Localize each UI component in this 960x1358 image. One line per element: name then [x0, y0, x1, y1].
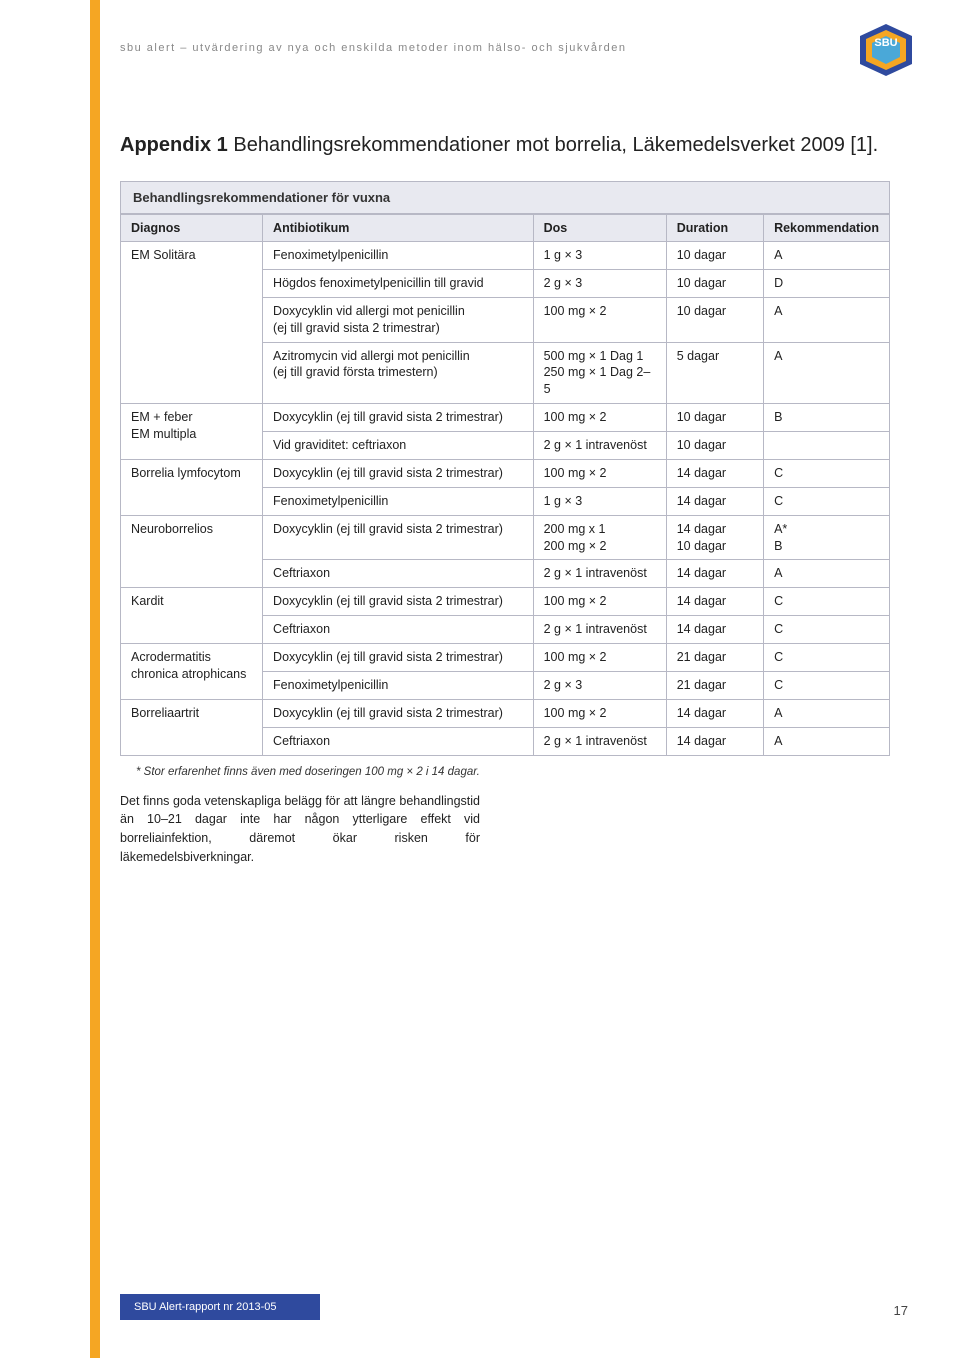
title-prefix: Appendix 1	[120, 134, 233, 156]
cell-dos: 500 mg × 1 Dag 1250 mg × 1 Dag 2–5	[533, 342, 666, 404]
cell-duration: 10 dagar	[666, 242, 763, 270]
cell-dos: 2 g × 1 intravenöst	[533, 616, 666, 644]
cell-rekommendation	[764, 432, 890, 460]
svg-text:SBU: SBU	[874, 37, 897, 49]
cell-dos: 2 g × 1 intravenöst	[533, 432, 666, 460]
cell-rekommendation: C	[764, 616, 890, 644]
cell-duration: 21 dagar	[666, 644, 763, 672]
cell-rekommendation: A*B	[764, 515, 890, 560]
col-duration: Duration	[666, 215, 763, 242]
cell-dos: 2 g × 1 intravenöst	[533, 560, 666, 588]
table-row: Borrelia lymfocytomDoxycyklin (ej till g…	[121, 459, 890, 487]
cell-antibiotikum: Azitromycin vid allergi mot penicillin(e…	[263, 342, 534, 404]
header-tagline: sbu alert – utvärdering av nya och enski…	[120, 42, 627, 54]
footer-text: SBU Alert-rapport nr 2013-05	[134, 1301, 276, 1313]
cell-dos: 100 mg × 2	[533, 404, 666, 432]
cell-antibiotikum: Doxycyklin (ej till gravid sista 2 trime…	[263, 644, 534, 672]
cell-diagnos: Neuroborrelios	[121, 515, 263, 588]
cell-antibiotikum: Doxycyklin (ej till gravid sista 2 trime…	[263, 404, 534, 432]
cell-duration: 14 dagar	[666, 699, 763, 727]
col-diagnos: Diagnos	[121, 215, 263, 242]
title-rest: Behandlingsrekommendationer mot borrelia…	[233, 134, 878, 156]
cell-duration: 10 dagar	[666, 432, 763, 460]
cell-rekommendation: C	[764, 644, 890, 672]
cell-antibiotikum: Doxycyklin (ej till gravid sista 2 trime…	[263, 515, 534, 560]
cell-dos: 2 g × 3	[533, 269, 666, 297]
cell-diagnos: Borreliaartrit	[121, 699, 263, 755]
cell-antibiotikum: Fenoximetylpenicillin	[263, 671, 534, 699]
sbu-logo: SBU	[860, 24, 912, 82]
table-row: KarditDoxycyklin (ej till gravid sista 2…	[121, 588, 890, 616]
cell-duration: 14 dagar	[666, 560, 763, 588]
cell-rekommendation: C	[764, 487, 890, 515]
cell-rekommendation: A	[764, 242, 890, 270]
appendix-title: Appendix 1 Behandlingsrekommendationer m…	[120, 132, 890, 159]
cell-antibiotikum: Fenoximetylpenicillin	[263, 487, 534, 515]
cell-antibiotikum: Doxycyklin (ej till gravid sista 2 trime…	[263, 588, 534, 616]
cell-antibiotikum: Ceftriaxon	[263, 616, 534, 644]
cell-rekommendation: B	[764, 404, 890, 432]
cell-duration: 14 dagar	[666, 588, 763, 616]
col-rekommendation: Rekommendation	[764, 215, 890, 242]
cell-dos: 100 mg × 2	[533, 644, 666, 672]
cell-duration: 5 dagar	[666, 342, 763, 404]
table-header-row: Diagnos Antibiotikum Dos Duration Rekomm…	[121, 215, 890, 242]
col-dos: Dos	[533, 215, 666, 242]
cell-rekommendation: C	[764, 588, 890, 616]
treatment-table: Diagnos Antibiotikum Dos Duration Rekomm…	[120, 214, 890, 756]
cell-dos: 100 mg × 2	[533, 699, 666, 727]
cell-duration: 21 dagar	[666, 671, 763, 699]
cell-dos: 100 mg × 2	[533, 588, 666, 616]
cell-dos: 2 g × 3	[533, 671, 666, 699]
cell-rekommendation: A	[764, 297, 890, 342]
cell-duration: 10 dagar	[666, 297, 763, 342]
cell-dos: 100 mg × 2	[533, 459, 666, 487]
body-paragraph: Det finns goda vetenskapliga belägg för …	[120, 792, 480, 867]
cell-rekommendation: A	[764, 727, 890, 755]
cell-antibiotikum: Ceftriaxon	[263, 727, 534, 755]
cell-duration: 14 dagar10 dagar	[666, 515, 763, 560]
cell-rekommendation: A	[764, 342, 890, 404]
cell-antibiotikum: Högdos fenoximetylpenicillin till gravid	[263, 269, 534, 297]
cell-dos: 1 g × 3	[533, 487, 666, 515]
page-number: 17	[894, 1303, 908, 1318]
content-area: Appendix 1 Behandlingsrekommendationer m…	[120, 132, 890, 867]
cell-rekommendation: C	[764, 671, 890, 699]
cell-diagnos: Acrodermatitischronica atrophicans	[121, 644, 263, 700]
cell-duration: 14 dagar	[666, 727, 763, 755]
cell-rekommendation: D	[764, 269, 890, 297]
table-row: BorreliaartritDoxycyklin (ej till gravid…	[121, 699, 890, 727]
cell-duration: 10 dagar	[666, 404, 763, 432]
cell-duration: 10 dagar	[666, 269, 763, 297]
cell-antibiotikum: Fenoximetylpenicillin	[263, 242, 534, 270]
table-row: EM SolitäraFenoximetylpenicillin1 g × 31…	[121, 242, 890, 270]
cell-antibiotikum: Doxycyklin vid allergi mot penicillin(ej…	[263, 297, 534, 342]
cell-rekommendation: A	[764, 560, 890, 588]
cell-antibiotikum: Doxycyklin (ej till gravid sista 2 trime…	[263, 699, 534, 727]
footer-band: SBU Alert-rapport nr 2013-05	[120, 1294, 320, 1320]
cell-antibiotikum: Ceftriaxon	[263, 560, 534, 588]
table-row: EM + feberEM multiplaDoxycyklin (ej till…	[121, 404, 890, 432]
cell-diagnos: EM Solitära	[121, 242, 263, 404]
cell-antibiotikum: Vid graviditet: ceftriaxon	[263, 432, 534, 460]
table-caption: Behandlingsrekommendationer för vuxna	[120, 181, 890, 214]
cell-antibiotikum: Doxycyklin (ej till gravid sista 2 trime…	[263, 459, 534, 487]
cell-rekommendation: A	[764, 699, 890, 727]
footnote: * Stor erfarenhet finns även med doserin…	[136, 766, 890, 778]
cell-diagnos: Borrelia lymfocytom	[121, 459, 263, 515]
cell-rekommendation: C	[764, 459, 890, 487]
cell-dos: 1 g × 3	[533, 242, 666, 270]
cell-diagnos: Kardit	[121, 588, 263, 644]
cell-dos: 100 mg × 2	[533, 297, 666, 342]
table-row: Acrodermatitischronica atrophicansDoxycy…	[121, 644, 890, 672]
cell-diagnos: EM + feberEM multipla	[121, 404, 263, 460]
cell-duration: 14 dagar	[666, 487, 763, 515]
cell-dos: 200 mg x 1200 mg × 2	[533, 515, 666, 560]
table-row: NeuroborreliosDoxycyklin (ej till gravid…	[121, 515, 890, 560]
accent-bar	[90, 0, 100, 1358]
cell-dos: 2 g × 1 intravenöst	[533, 727, 666, 755]
cell-duration: 14 dagar	[666, 459, 763, 487]
col-antibiotikum: Antibiotikum	[263, 215, 534, 242]
cell-duration: 14 dagar	[666, 616, 763, 644]
